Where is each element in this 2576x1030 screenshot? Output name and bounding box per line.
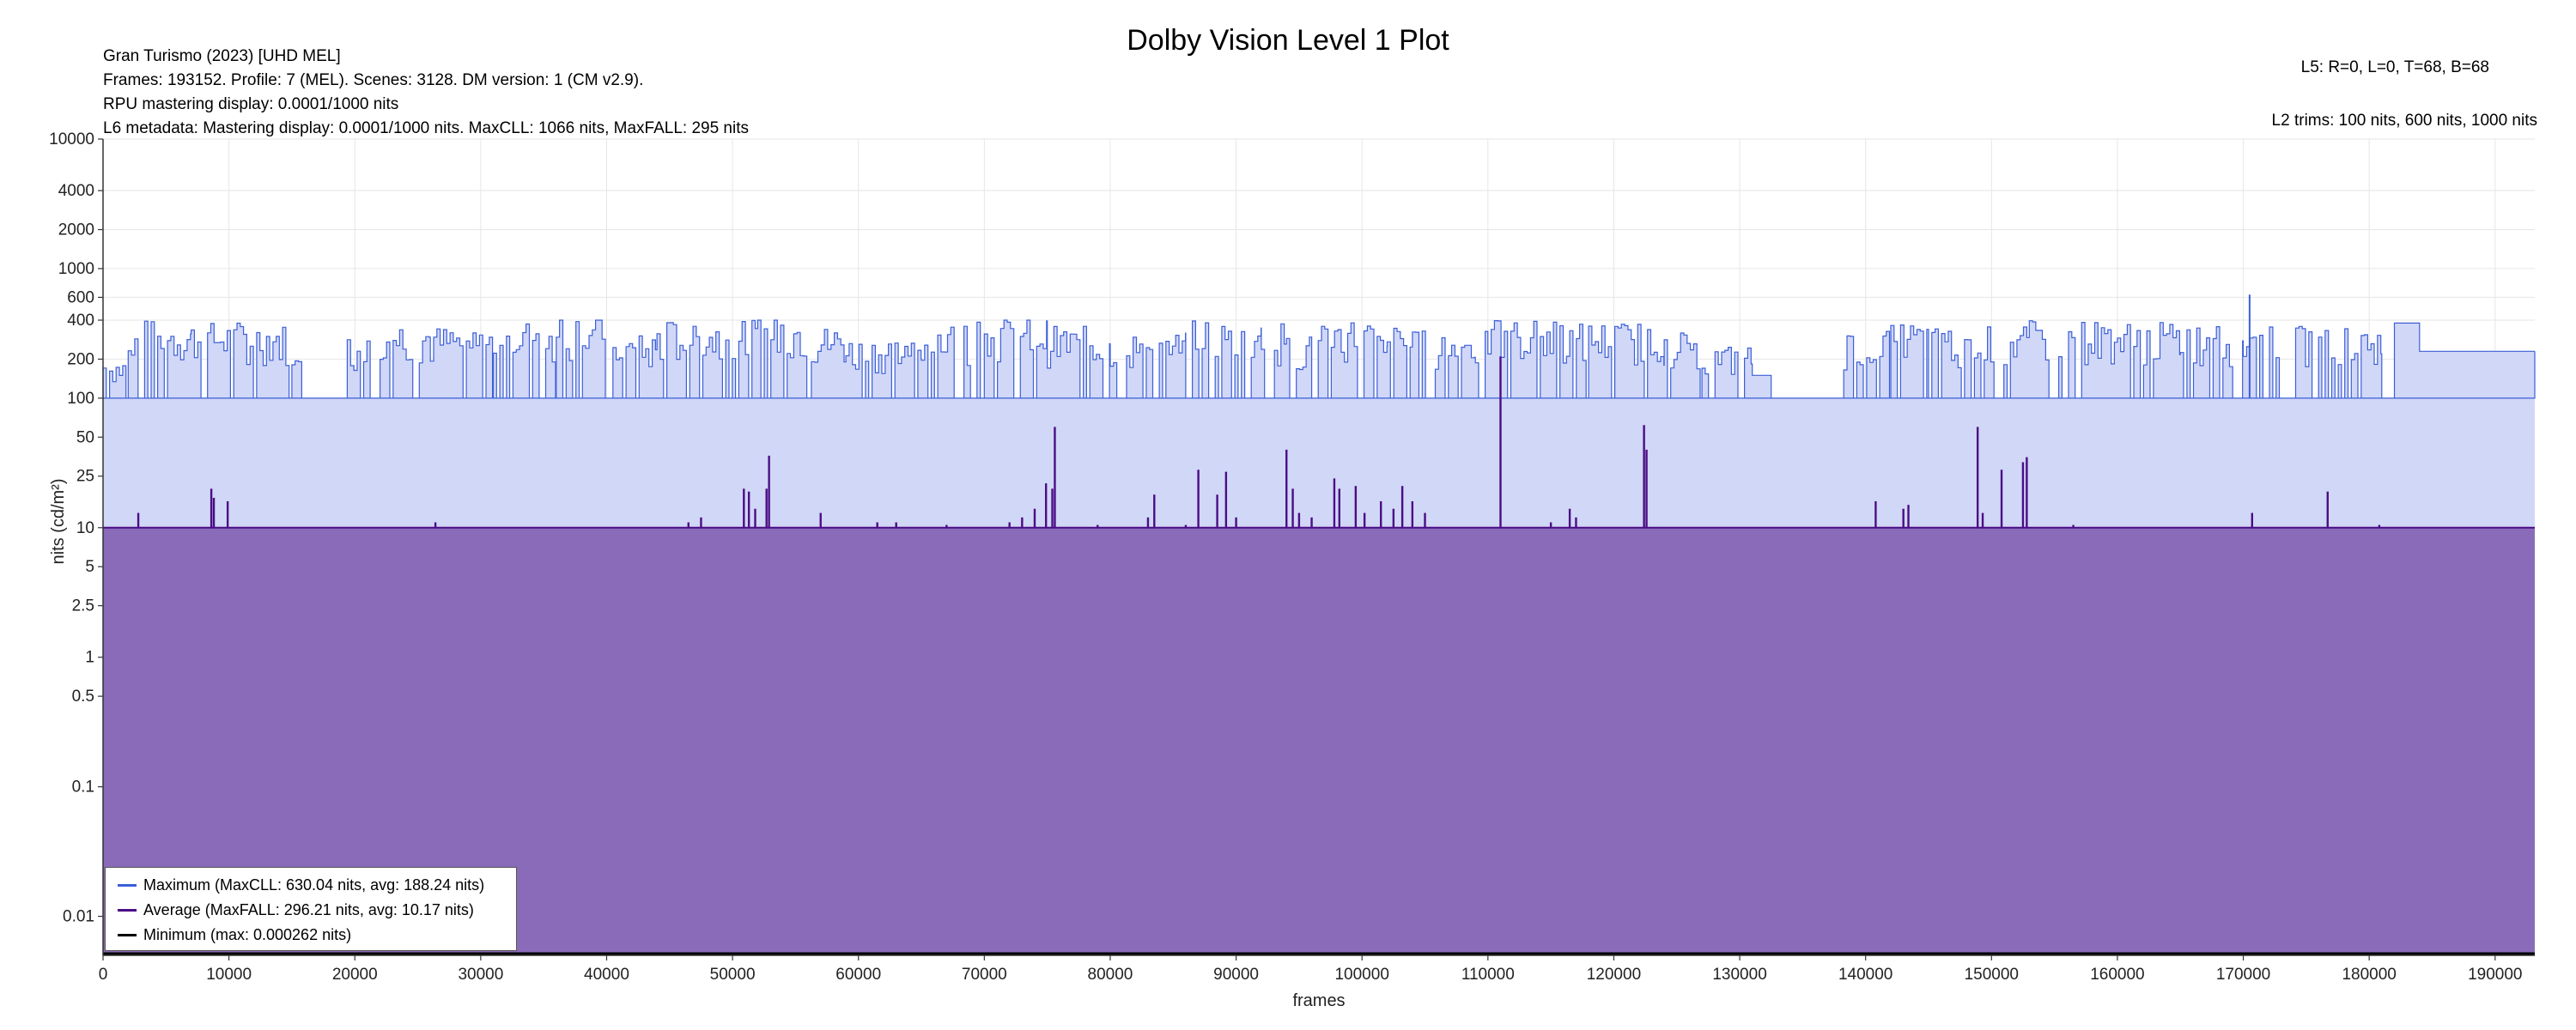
x-tick-label: 110000 (1461, 966, 1515, 984)
info-line-rpu: RPU mastering display: 0.0001/1000 nits (103, 95, 399, 113)
x-tick-label: 20000 (332, 966, 378, 984)
x-tick-label: 100000 (1334, 966, 1388, 984)
x-tick-label: 80000 (1088, 966, 1133, 984)
plot-area (102, 294, 2536, 955)
legend-label-minimum: Minimum (max: 0.000262 nits) (143, 926, 352, 943)
maximum-floor-fill (103, 397, 2535, 528)
x-tick-label: 130000 (1712, 966, 1766, 984)
legend-label-average: Average (MaxFALL: 296.21 nits, avg: 10.1… (143, 901, 474, 918)
y-tick-label: 1000 (58, 260, 94, 278)
y-tick-label: 2.5 (72, 597, 94, 615)
axes: 0 10000 20000 30000 40000 50000 60000 70000 8000… (49, 130, 2535, 1010)
y-tick-label: 600 (67, 288, 94, 306)
y-tick-label: 4000 (58, 182, 94, 200)
x-tick-label: 10000 (206, 966, 252, 984)
y-axis-label: nits (cd/m²) (49, 479, 68, 565)
legend-label-maximum: Maximum (MaxCLL: 630.04 nits, avg: 188.2… (143, 876, 485, 894)
x-tick-label: 70000 (962, 966, 1007, 984)
x-tick-label: 50000 (710, 966, 756, 984)
y-tick-label: 0.5 (72, 688, 94, 706)
legend: Maximum (MaxCLL: 630.04 nits, avg: 188.2… (105, 867, 517, 951)
x-tick-label: 40000 (584, 966, 629, 984)
y-tick-label: 10000 (49, 130, 94, 148)
x-tick-label: 150000 (1965, 966, 2019, 984)
y-tick-label: 2000 (58, 221, 94, 239)
x-axis-label: frames (1292, 991, 1345, 1010)
legend-swatch-minimum (118, 934, 137, 936)
y-tick-label: 25 (76, 468, 94, 486)
maximum-series-line (102, 319, 2536, 399)
y-tick-label: 50 (76, 428, 94, 446)
x-tick-label: 140000 (1838, 966, 1893, 984)
y-tick-label: 100 (67, 390, 94, 408)
legend-item-average: Average (MaxFALL: 296.21 nits, avg: 10.1… (118, 898, 516, 923)
x-tick-label: 170000 (2216, 966, 2270, 984)
l2-info: L2 trims: 100 nits, 600 nits, 1000 nits (2271, 112, 2537, 130)
legend-swatch-average (118, 909, 137, 912)
y-tick-label: 0.01 (63, 908, 94, 926)
x-tick-label: 0 (99, 966, 108, 984)
y-tick-label: 0.1 (72, 779, 94, 797)
x-tick-label: 30000 (458, 966, 503, 984)
y-tick-label: 10 (76, 519, 94, 537)
legend-swatch-maximum (118, 884, 137, 887)
y-tick-label: 5 (85, 558, 94, 576)
y-tick-label: 200 (67, 350, 94, 368)
x-tick-label: 120000 (1587, 966, 1641, 984)
x-tick-label: 160000 (2090, 966, 2144, 984)
x-tick-label: 60000 (835, 966, 881, 984)
info-line-release: Gran Turismo (2023) [UHD MEL] (103, 47, 341, 65)
x-tick-label: 90000 (1213, 966, 1259, 984)
info-block: Gran Turismo (2023) [UHD MEL] Frames: 19… (103, 45, 749, 141)
chart-title: Dolby Vision Level 1 Plot (1127, 24, 1449, 57)
info-line-frames: Frames: 193152. Profile: 7 (MEL). Scenes… (103, 71, 644, 89)
y-tick-label: 1 (85, 649, 94, 667)
x-tick-label: 190000 (2468, 966, 2522, 984)
y-tick-label: 400 (67, 312, 94, 330)
l5-info: L5: R=0, L=0, T=68, B=68 (2300, 58, 2489, 76)
x-tick-label: 180000 (2342, 966, 2396, 984)
info-line-l6: L6 metadata: Mastering display: 0.0001/1… (103, 119, 749, 137)
legend-item-maximum: Maximum (MaxCLL: 630.04 nits, avg: 188.2… (118, 873, 516, 898)
legend-item-minimum: Minimum (max: 0.000262 nits) (118, 923, 516, 948)
